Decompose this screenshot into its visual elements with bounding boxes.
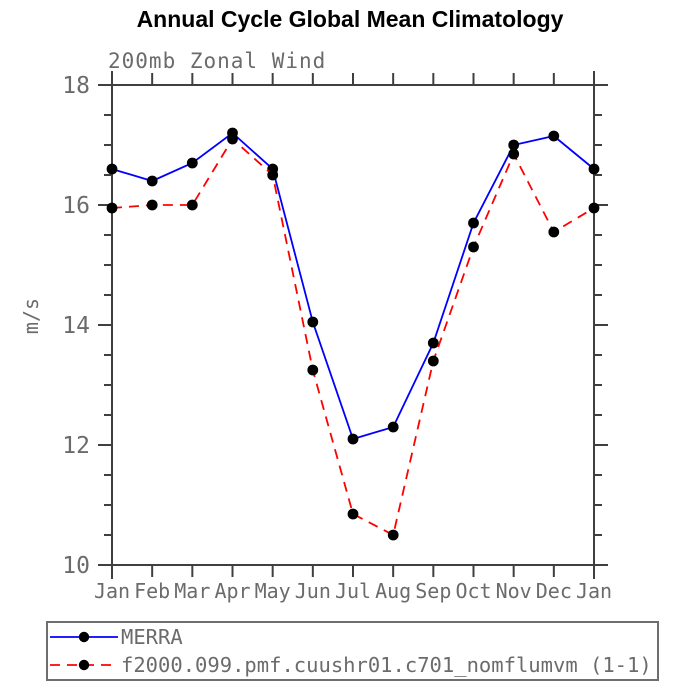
chart-subtitle: 200mb Zonal Wind — [108, 49, 327, 73]
x-tick-label: Jun — [295, 579, 331, 603]
data-point — [508, 139, 520, 151]
data-point — [508, 148, 520, 160]
legend-marker-icon — [78, 659, 90, 671]
x-tick-label: Nov — [496, 579, 532, 603]
x-tick-label: Apr — [214, 579, 250, 603]
data-point — [427, 355, 439, 367]
y-axis-label: m/s — [19, 298, 43, 334]
data-point — [548, 226, 560, 238]
data-point — [307, 316, 319, 328]
data-point — [347, 508, 359, 520]
data-point — [227, 133, 238, 145]
data-point — [186, 157, 198, 169]
chart-title: Annual Cycle Global Mean Climatology — [136, 6, 564, 32]
x-tick-label: Mar — [174, 579, 210, 603]
data-point — [387, 421, 399, 433]
y-tick-label: 12 — [62, 433, 90, 459]
x-tick-label: May — [255, 579, 291, 603]
x-tick-label: Jan — [576, 579, 612, 603]
data-point — [146, 199, 158, 211]
series-line-merra — [111, 131, 595, 441]
data-point — [267, 169, 279, 181]
data-point — [186, 199, 198, 211]
data-point — [347, 433, 359, 445]
data-point — [588, 202, 600, 214]
series-line-model — [111, 137, 595, 537]
x-tick-label: Jul — [335, 579, 371, 603]
legend-line-sample-dashed — [50, 659, 118, 671]
legend-item-merra: MERRA — [48, 623, 657, 651]
x-tick-label: Aug — [375, 579, 411, 603]
x-tick-label: Sep — [415, 579, 451, 603]
x-tick-label: Oct — [455, 579, 491, 603]
legend-line-sample-solid — [50, 631, 118, 643]
x-tick-label: Dec — [536, 579, 572, 603]
legend-box: MERRA f2000.099.pmf.cuushr01.c701_nomflu… — [46, 621, 659, 681]
data-point — [307, 364, 319, 376]
data-point — [106, 163, 118, 175]
y-tick-label: 14 — [62, 313, 90, 339]
y-tick-label: 16 — [62, 193, 90, 219]
y-tick-label: 10 — [62, 553, 90, 579]
x-tick-label: Jan — [94, 579, 130, 603]
data-point — [146, 175, 158, 187]
data-point — [387, 529, 399, 541]
legend-label-merra: MERRA — [121, 625, 183, 649]
data-point — [468, 217, 479, 229]
data-point — [468, 241, 479, 253]
data-point — [427, 337, 439, 349]
legend-label-model: f2000.099.pmf.cuushr01.c701_nomflumvm (1… — [121, 653, 652, 677]
data-point — [548, 130, 560, 142]
data-point — [588, 163, 600, 175]
legend-item-model: f2000.099.pmf.cuushr01.c701_nomflumvm (1… — [48, 651, 657, 679]
x-tick-label: Feb — [134, 579, 170, 603]
legend-marker-icon — [78, 631, 90, 643]
y-tick-label: 18 — [62, 73, 90, 99]
data-point — [106, 202, 118, 214]
